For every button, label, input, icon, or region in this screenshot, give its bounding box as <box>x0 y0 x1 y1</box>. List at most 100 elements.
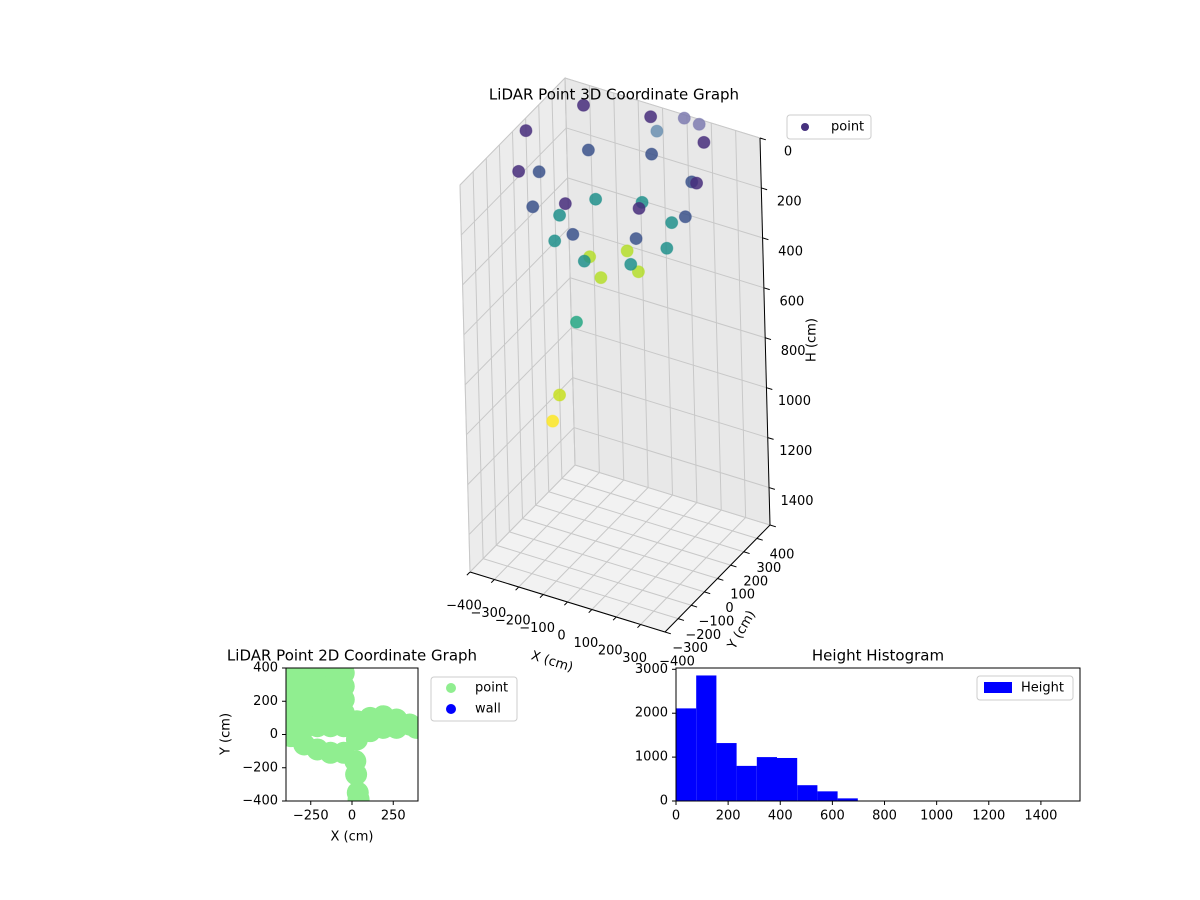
y-tick-label: 400 <box>770 548 795 563</box>
bar <box>817 791 838 801</box>
point <box>665 216 679 230</box>
grid-line <box>462 177 568 286</box>
tick-mark <box>717 578 724 581</box>
grid-line <box>561 477 758 539</box>
grid-line <box>509 531 705 593</box>
x-tick-label: 100 <box>573 636 598 651</box>
point <box>553 208 567 222</box>
tick-mark <box>539 594 544 599</box>
grid-line <box>572 377 768 439</box>
tick-mark <box>765 337 772 341</box>
bar <box>797 785 818 801</box>
y-tick-label: −400 <box>659 655 695 670</box>
point <box>594 271 608 285</box>
chart-title: LiDAR Point 2D Coordinate Graph <box>227 647 477 665</box>
tick-mark <box>563 601 568 606</box>
tick-mark <box>762 237 769 241</box>
y-tick-label: −300 <box>672 641 708 656</box>
z-tick-label: 600 <box>779 294 804 309</box>
grid-line <box>466 327 572 436</box>
legend-marker <box>801 123 809 131</box>
point <box>566 227 580 241</box>
x-tick-label: 300 <box>622 651 647 666</box>
grid-line <box>525 118 537 506</box>
x-tick-label: −100 <box>519 621 555 636</box>
y-axis-label: Y (cm) <box>219 713 234 756</box>
grid-line <box>482 558 679 620</box>
grid-line <box>468 427 575 535</box>
x-tick-label: 1000 <box>920 809 953 824</box>
y-tick-label: 2000 <box>635 706 668 721</box>
point <box>576 98 590 112</box>
grid-line <box>613 92 625 481</box>
grid-line <box>662 107 673 496</box>
x-tick-label: −200 <box>495 614 531 629</box>
y-tick-label: 400 <box>253 661 278 676</box>
y-tick-label: −100 <box>699 614 735 629</box>
point <box>692 117 706 131</box>
z-tick-label: 1000 <box>778 394 811 409</box>
tick-mark <box>691 604 698 608</box>
x-axis-label: X (cm) <box>331 830 374 845</box>
point <box>581 143 595 157</box>
legend-label: point <box>831 120 864 135</box>
bar <box>676 708 697 801</box>
tick-mark <box>677 618 685 621</box>
x-tick-label: −300 <box>471 606 507 621</box>
legend-marker <box>446 704 456 714</box>
tick-mark <box>743 551 750 555</box>
grid-line <box>459 184 471 573</box>
point <box>644 110 658 124</box>
plot-area <box>676 675 858 801</box>
grid-line <box>535 504 731 566</box>
x-tick-label: 200 <box>716 809 741 824</box>
bar <box>756 757 777 801</box>
point <box>677 111 691 125</box>
point <box>632 201 646 215</box>
point <box>620 244 634 258</box>
axis-line <box>759 137 771 526</box>
legend-box <box>430 676 518 722</box>
bar <box>716 743 737 801</box>
tick-mark <box>704 591 711 595</box>
grid-line <box>564 77 761 139</box>
grid-line <box>570 277 766 339</box>
y-tick-label: 0 <box>660 794 668 809</box>
grid-line <box>567 177 763 239</box>
grid-line <box>512 131 523 519</box>
tick-mark <box>756 537 763 541</box>
tick-mark <box>766 387 773 390</box>
grid-line <box>566 127 762 189</box>
y-tick-label: 100 <box>730 588 755 603</box>
y-tick-label: 300 <box>756 561 781 576</box>
tick-mark <box>768 487 776 490</box>
tick-mark <box>515 586 520 591</box>
axes-frame <box>675 667 1081 802</box>
chart-title: Height Histogram <box>812 647 944 665</box>
bar <box>736 765 757 801</box>
point <box>546 414 560 428</box>
grid-line <box>637 100 649 488</box>
grid-line <box>551 91 563 479</box>
tick-mark <box>767 437 774 440</box>
grid-line <box>459 77 566 186</box>
grid-line <box>564 77 576 466</box>
grid-line <box>464 277 571 386</box>
grid-line <box>571 327 767 389</box>
point <box>577 254 591 268</box>
x-tick-label: −400 <box>446 599 482 614</box>
x-axis-label: X (cm) <box>529 649 575 676</box>
x-tick-label: −250 <box>293 809 329 824</box>
point <box>678 210 692 224</box>
point <box>548 234 562 248</box>
z-tick-label: 0 <box>784 145 792 160</box>
axis-line <box>664 524 771 633</box>
tick-mark <box>637 624 641 629</box>
legend-label: point <box>475 681 508 696</box>
y-tick-label: 200 <box>253 694 278 709</box>
tick-mark <box>730 564 737 568</box>
legend-patch <box>984 682 1012 693</box>
tick-mark <box>588 609 593 614</box>
point <box>629 232 643 246</box>
x-tick-label: 0 <box>672 809 680 824</box>
